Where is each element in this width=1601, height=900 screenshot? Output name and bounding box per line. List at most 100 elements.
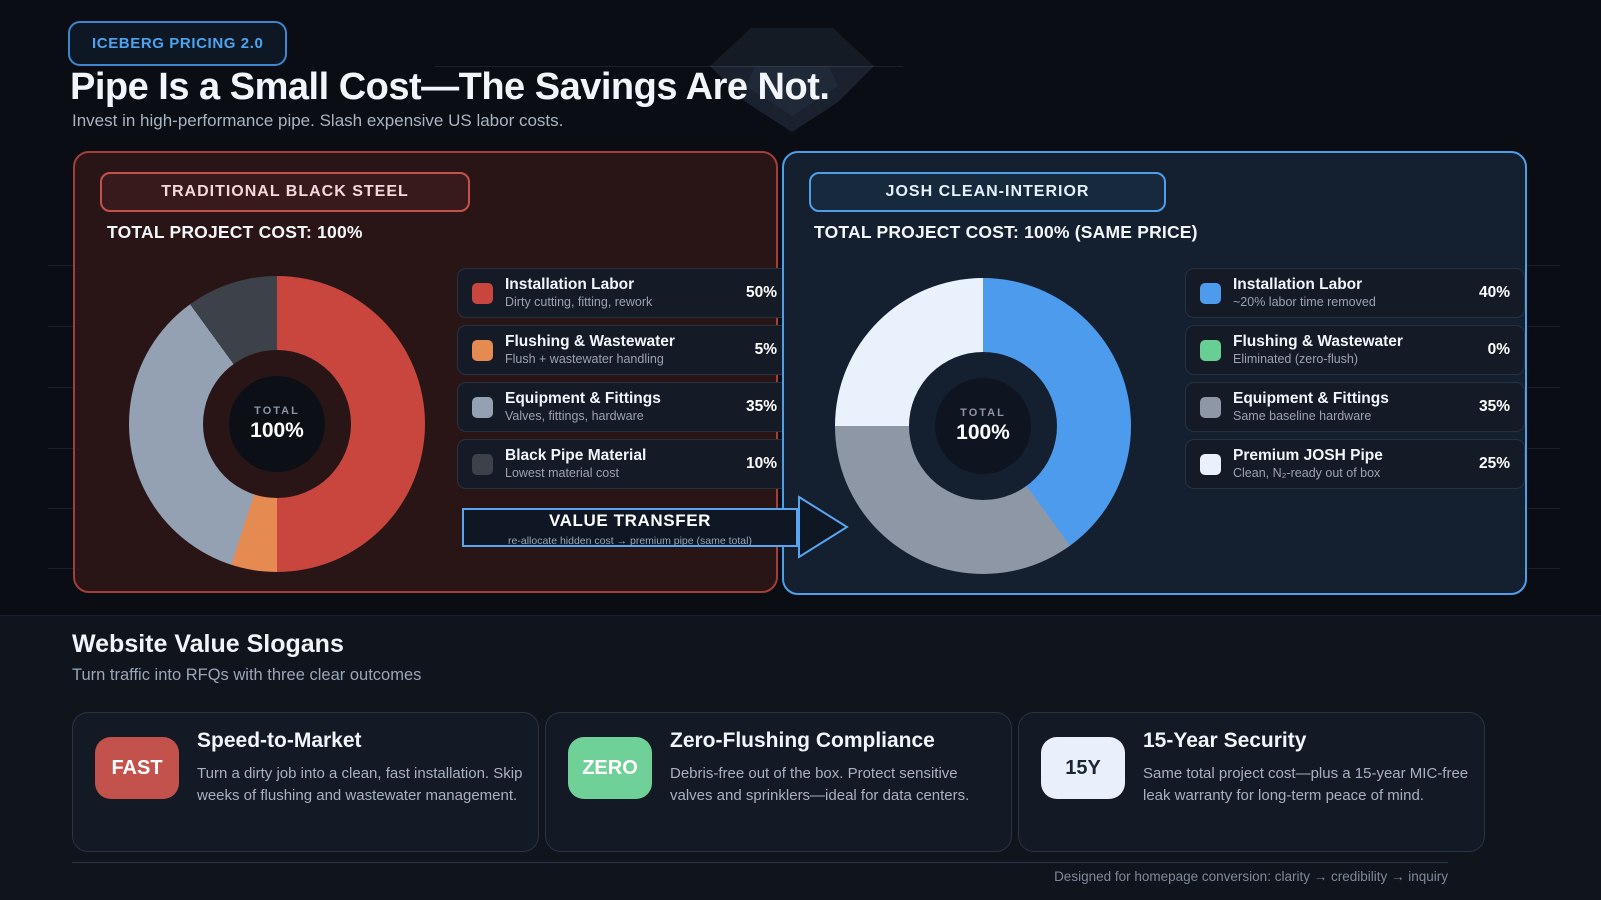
page-title: Pipe Is a Small Cost—The Savings Are Not…: [70, 66, 830, 108]
slogan-card-desc: Same total project cost—plus a 15-year M…: [1143, 765, 1469, 804]
legend-desc: Eliminated (zero-flush): [1233, 352, 1359, 367]
legend-text: Flushing & Wastewater Flush + wastewater…: [505, 333, 743, 366]
website-value-slogans-section: Website Value Slogans Turn traffic into …: [0, 615, 1601, 900]
legend-swatch: [472, 453, 493, 475]
legend-text: Equipment & Fittings Valves, fittings, h…: [505, 390, 734, 423]
traditional-legend: Installation Labor Dirty cutting, fittin…: [457, 268, 792, 489]
iceberg-pricing-badge-label: ICEBERG PRICING 2.0: [92, 35, 264, 52]
josh-panel-badge: JOSH CLEAN-INTERIOR: [809, 172, 1166, 212]
depth-line: [1527, 265, 1560, 266]
legend-desc: Clean, N₂-ready out of box: [1233, 466, 1381, 481]
depth-line: [48, 265, 74, 266]
iceberg-pricing-badge: ICEBERG PRICING 2.0: [68, 21, 288, 66]
legend-percent: 35%: [745, 398, 777, 415]
legend-swatch: [472, 396, 493, 418]
slogan-card-15-year-security: 15Y 15-Year Security Same total project …: [1018, 712, 1485, 852]
footer-note: Designed for homepage conversion: clarit…: [1054, 869, 1448, 884]
legend-swatch: [1200, 282, 1221, 304]
legend-percent: 40%: [1478, 284, 1510, 301]
traditional-donut-chart: TOTAL 100%: [129, 276, 425, 572]
depth-line: [48, 508, 74, 509]
legend-text: Premium JOSH Pipe Clean, N₂-ready out of…: [1233, 447, 1467, 480]
fast-badge: FAST: [95, 737, 179, 799]
value-transfer-subtitle: re-allocate hidden cost → premium pipe (…: [508, 535, 752, 547]
zero-badge: ZERO: [568, 737, 652, 799]
depth-line: [1527, 508, 1560, 509]
legend-label: Installation Labor: [1233, 276, 1363, 294]
legend-percent: 25%: [1478, 455, 1510, 472]
legend-swatch: [1200, 453, 1221, 475]
legend-label: Equipment & Fittings: [505, 390, 661, 408]
josh-panel-badge-label: JOSH CLEAN-INTERIOR: [885, 183, 1090, 200]
page-subtitle: Invest in high-performance pipe. Slash e…: [72, 111, 564, 130]
legend-text: Installation Labor Dirty cutting, fittin…: [505, 276, 734, 309]
donut-center-value: 100%: [250, 419, 304, 442]
legend-row-flushing-wastewater: Flushing & Wastewater Eliminated (zero-f…: [1185, 325, 1525, 375]
legend-row-flushing-wastewater: Flushing & Wastewater Flush + wastewater…: [457, 325, 792, 375]
legend-label: Installation Labor: [505, 276, 635, 294]
legend-label: Premium JOSH Pipe: [1233, 447, 1383, 465]
right-arrow-icon: [462, 495, 849, 559]
slogan-card-zero-flushing: ZERO Zero-Flushing Compliance Debris-fre…: [545, 712, 1012, 852]
waterline-divider: [435, 66, 903, 67]
traditional-panel-badge-label: TRADITIONAL BLACK STEEL: [161, 183, 409, 200]
legend-label: Flushing & Wastewater: [1233, 333, 1403, 351]
josh-total-cost-label: TOTAL PROJECT COST: 100% (SAME PRICE): [814, 222, 1198, 242]
15y-badge: 15Y: [1041, 737, 1125, 799]
legend-desc: Same baseline hardware: [1233, 409, 1372, 424]
depth-line: [48, 387, 74, 388]
legend-text: Black Pipe Material Lowest material cost: [505, 447, 734, 480]
donut-center-total: TOTAL 100%: [935, 378, 1031, 474]
footer-divider: [72, 862, 1448, 863]
depth-line: [48, 568, 74, 569]
legend-swatch: [472, 282, 493, 304]
legend-label: Black Pipe Material: [505, 447, 647, 465]
traditional-total-cost-label: TOTAL PROJECT COST: 100%: [107, 222, 363, 242]
legend-label: Flushing & Wastewater: [505, 333, 675, 351]
value-transfer-title: VALUE TRANSFER: [548, 511, 712, 530]
slogan-card-title: Speed-to-Market: [197, 729, 362, 752]
legend-percent: 50%: [745, 284, 777, 301]
slogan-card-desc: Turn a dirty job into a clean, fast inst…: [197, 765, 523, 804]
legend-desc: Valves, fittings, hardware: [505, 409, 644, 424]
depth-line: [48, 448, 74, 449]
legend-row-installation-labor: Installation Labor Dirty cutting, fittin…: [457, 268, 792, 318]
donut-center-value: 100%: [956, 421, 1010, 444]
josh-donut-chart: TOTAL 100%: [835, 278, 1131, 574]
legend-text: Equipment & Fittings Same baseline hardw…: [1233, 390, 1467, 423]
depth-line: [1527, 326, 1560, 327]
depth-line: [48, 326, 74, 327]
legend-text: Flushing & Wastewater Eliminated (zero-f…: [1233, 333, 1476, 366]
legend-desc: Dirty cutting, fitting, rework: [505, 295, 653, 310]
slogan-card-desc: Debris-free out of the box. Protect sens…: [670, 765, 970, 804]
legend-swatch: [472, 339, 493, 361]
legend-swatch: [1200, 339, 1221, 361]
legend-text: Installation Labor ~20% labor time remov…: [1233, 276, 1467, 309]
depth-line: [1527, 568, 1560, 569]
legend-swatch: [1200, 396, 1221, 418]
legend-percent: 5%: [754, 341, 777, 358]
slogan-card-speed-to-market: FAST Speed-to-Market Turn a dirty job in…: [72, 712, 539, 852]
legend-row-black-pipe-material: Black Pipe Material Lowest material cost…: [457, 439, 792, 489]
traditional-panel-badge: TRADITIONAL BLACK STEEL: [100, 172, 470, 212]
legend-percent: 0%: [1487, 341, 1510, 358]
donut-center-label: TOTAL: [254, 405, 300, 417]
legend-row-premium-josh-pipe: Premium JOSH Pipe Clean, N₂-ready out of…: [1185, 439, 1525, 489]
slogans-heading: Website Value Slogans: [72, 630, 344, 658]
legend-desc: ~20% labor time removed: [1233, 295, 1376, 310]
legend-percent: 35%: [1478, 398, 1510, 415]
slogan-cards: FAST Speed-to-Market Turn a dirty job in…: [72, 712, 1485, 852]
donut-center-total: TOTAL 100%: [229, 376, 325, 472]
slogan-card-title: 15-Year Security: [1143, 729, 1307, 752]
slogans-subheading: Turn traffic into RFQs with three clear …: [72, 666, 422, 684]
donut-center-label: TOTAL: [960, 407, 1006, 419]
value-transfer-arrow: VALUE TRANSFER re-allocate hidden cost →…: [461, 494, 851, 560]
iceberg-icon: [710, 28, 874, 66]
josh-legend: Installation Labor ~20% labor time remov…: [1185, 268, 1525, 489]
legend-row-equipment-fittings: Equipment & Fittings Same baseline hardw…: [1185, 382, 1525, 432]
legend-row-installation-labor: Installation Labor ~20% labor time remov…: [1185, 268, 1525, 318]
legend-percent: 10%: [745, 455, 777, 472]
josh-clean-interior-panel: JOSH CLEAN-INTERIOR TOTAL PROJECT COST: …: [782, 151, 1527, 595]
slogan-card-title: Zero-Flushing Compliance: [670, 729, 935, 752]
